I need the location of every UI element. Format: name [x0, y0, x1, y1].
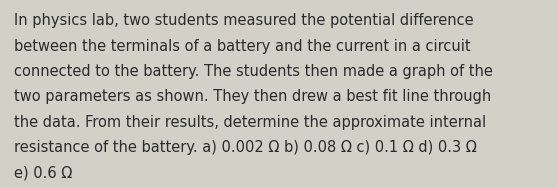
- Text: connected to the battery. The students then made a graph of the: connected to the battery. The students t…: [14, 64, 493, 79]
- Text: the data. From their results, determine the approximate internal: the data. From their results, determine …: [14, 115, 486, 130]
- Text: two parameters as shown. They then drew a best fit line through: two parameters as shown. They then drew …: [14, 89, 491, 104]
- Text: between the terminals of a battery and the current in a circuit: between the terminals of a battery and t…: [14, 39, 470, 54]
- Text: e) 0.6 Ω: e) 0.6 Ω: [14, 165, 72, 180]
- Text: resistance of the battery. a) 0.002 Ω b) 0.08 Ω c) 0.1 Ω d) 0.3 Ω: resistance of the battery. a) 0.002 Ω b)…: [14, 140, 477, 155]
- Text: In physics lab, two students measured the potential difference: In physics lab, two students measured th…: [14, 13, 474, 28]
